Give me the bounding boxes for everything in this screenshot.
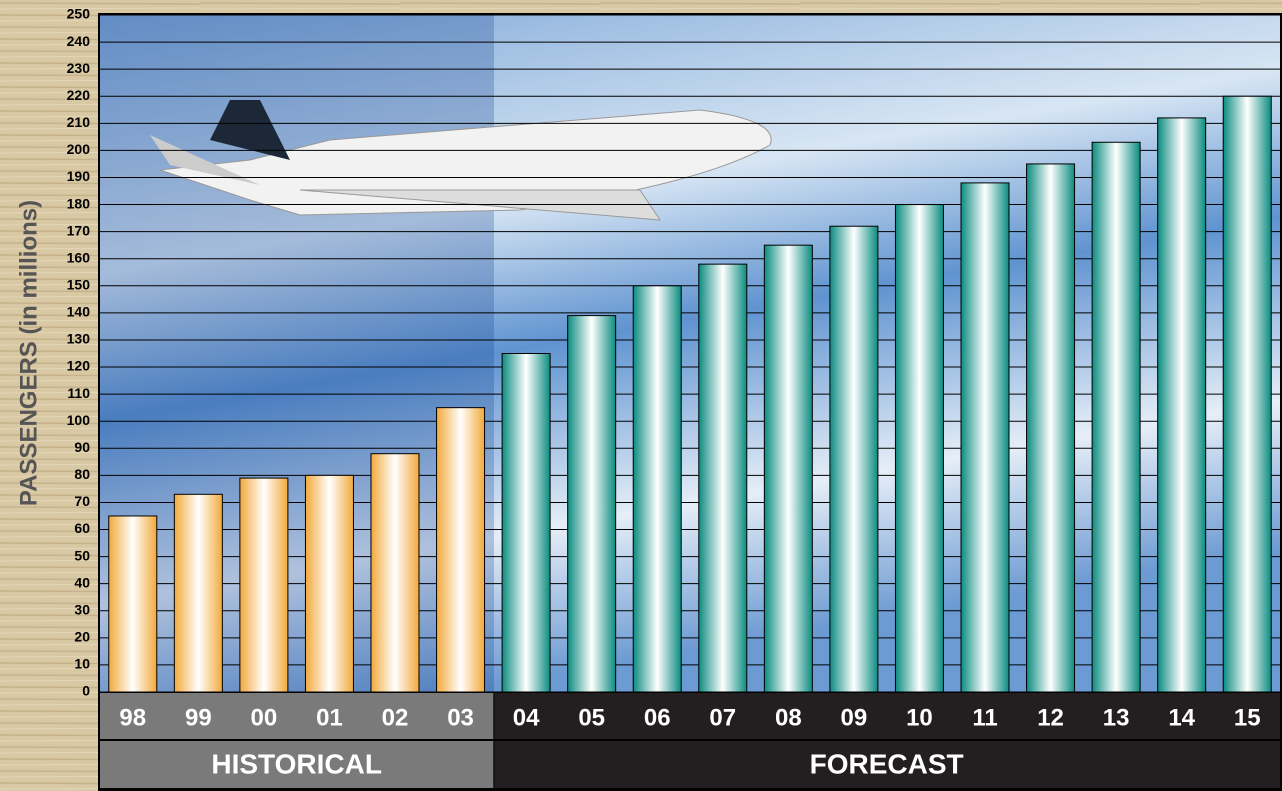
y-tick-label: 190 [67, 168, 91, 184]
y-tick-label: 180 [67, 195, 91, 211]
group-label: FORECAST [810, 748, 964, 779]
x-tick-label: 13 [1103, 704, 1130, 731]
y-tick-label: 70 [74, 493, 90, 509]
x-tick-label: 04 [513, 704, 540, 731]
y-tick-label: 130 [67, 331, 91, 347]
y-tick-label: 120 [67, 358, 91, 374]
x-tick-label: 03 [447, 704, 474, 731]
bar [894, 204, 944, 693]
x-tick-label: 08 [775, 704, 802, 731]
bar [567, 315, 617, 693]
y-tick-label: 100 [67, 412, 91, 428]
bar [632, 285, 682, 693]
x-tick-label: 15 [1234, 704, 1261, 731]
bar [1157, 117, 1207, 693]
y-tick-label: 90 [74, 439, 90, 455]
y-tick-label: 240 [67, 33, 91, 49]
y-tick-label: 110 [67, 385, 90, 401]
group-row [100, 741, 494, 788]
x-tick-label: 07 [709, 704, 736, 731]
y-tick-label: 220 [67, 87, 91, 103]
y-tick-label: 150 [67, 277, 91, 293]
y-axis-label: PASSENGERS (in millions) [15, 200, 42, 506]
y-tick-label: 30 [74, 601, 90, 617]
y-tick-label: 0 [82, 683, 90, 699]
group-label: HISTORICAL [211, 748, 382, 779]
bar [698, 263, 748, 693]
y-tick-label: 50 [74, 547, 90, 563]
y-tick-label: 140 [67, 304, 91, 320]
category-row [100, 693, 494, 739]
x-tick-label: 06 [644, 704, 671, 731]
bar [370, 453, 420, 693]
x-tick-label: 14 [1168, 704, 1195, 731]
x-tick-label: 98 [119, 704, 146, 731]
y-tick-label: 40 [74, 574, 90, 590]
bar [829, 225, 879, 693]
bar [1222, 95, 1272, 693]
x-tick-label: 00 [251, 704, 278, 731]
x-tick-label: 99 [185, 704, 212, 731]
x-tick-label: 05 [578, 704, 605, 731]
bar [763, 244, 813, 693]
y-tick-label: 20 [74, 629, 90, 645]
group-row [494, 741, 1280, 788]
y-tick-label: 160 [67, 249, 91, 265]
x-tick-label: 02 [382, 704, 409, 731]
bar [304, 474, 354, 693]
bar [108, 515, 158, 693]
x-tick-label: 09 [841, 704, 868, 731]
x-tick-label: 01 [316, 704, 343, 731]
y-tick-label: 250 [67, 6, 91, 22]
y-tick-label: 80 [74, 466, 90, 482]
bar [960, 182, 1010, 693]
bar [436, 407, 486, 693]
category-row [494, 693, 1280, 739]
historical-shade [100, 15, 494, 692]
x-tick-label: 12 [1037, 704, 1064, 731]
bar [173, 493, 223, 693]
y-tick-label: 200 [67, 141, 91, 157]
bar [501, 353, 551, 693]
x-tick-label: 11 [972, 704, 997, 731]
y-tick-label: 60 [74, 520, 90, 536]
y-tick-label: 10 [74, 656, 90, 672]
bar [1091, 141, 1141, 693]
y-tick-label: 230 [67, 60, 91, 76]
y-tick-label: 170 [67, 222, 91, 238]
x-tick-label: 10 [906, 704, 933, 731]
y-tick-label: 210 [67, 114, 91, 130]
bar [1026, 163, 1076, 693]
bar [239, 477, 289, 693]
